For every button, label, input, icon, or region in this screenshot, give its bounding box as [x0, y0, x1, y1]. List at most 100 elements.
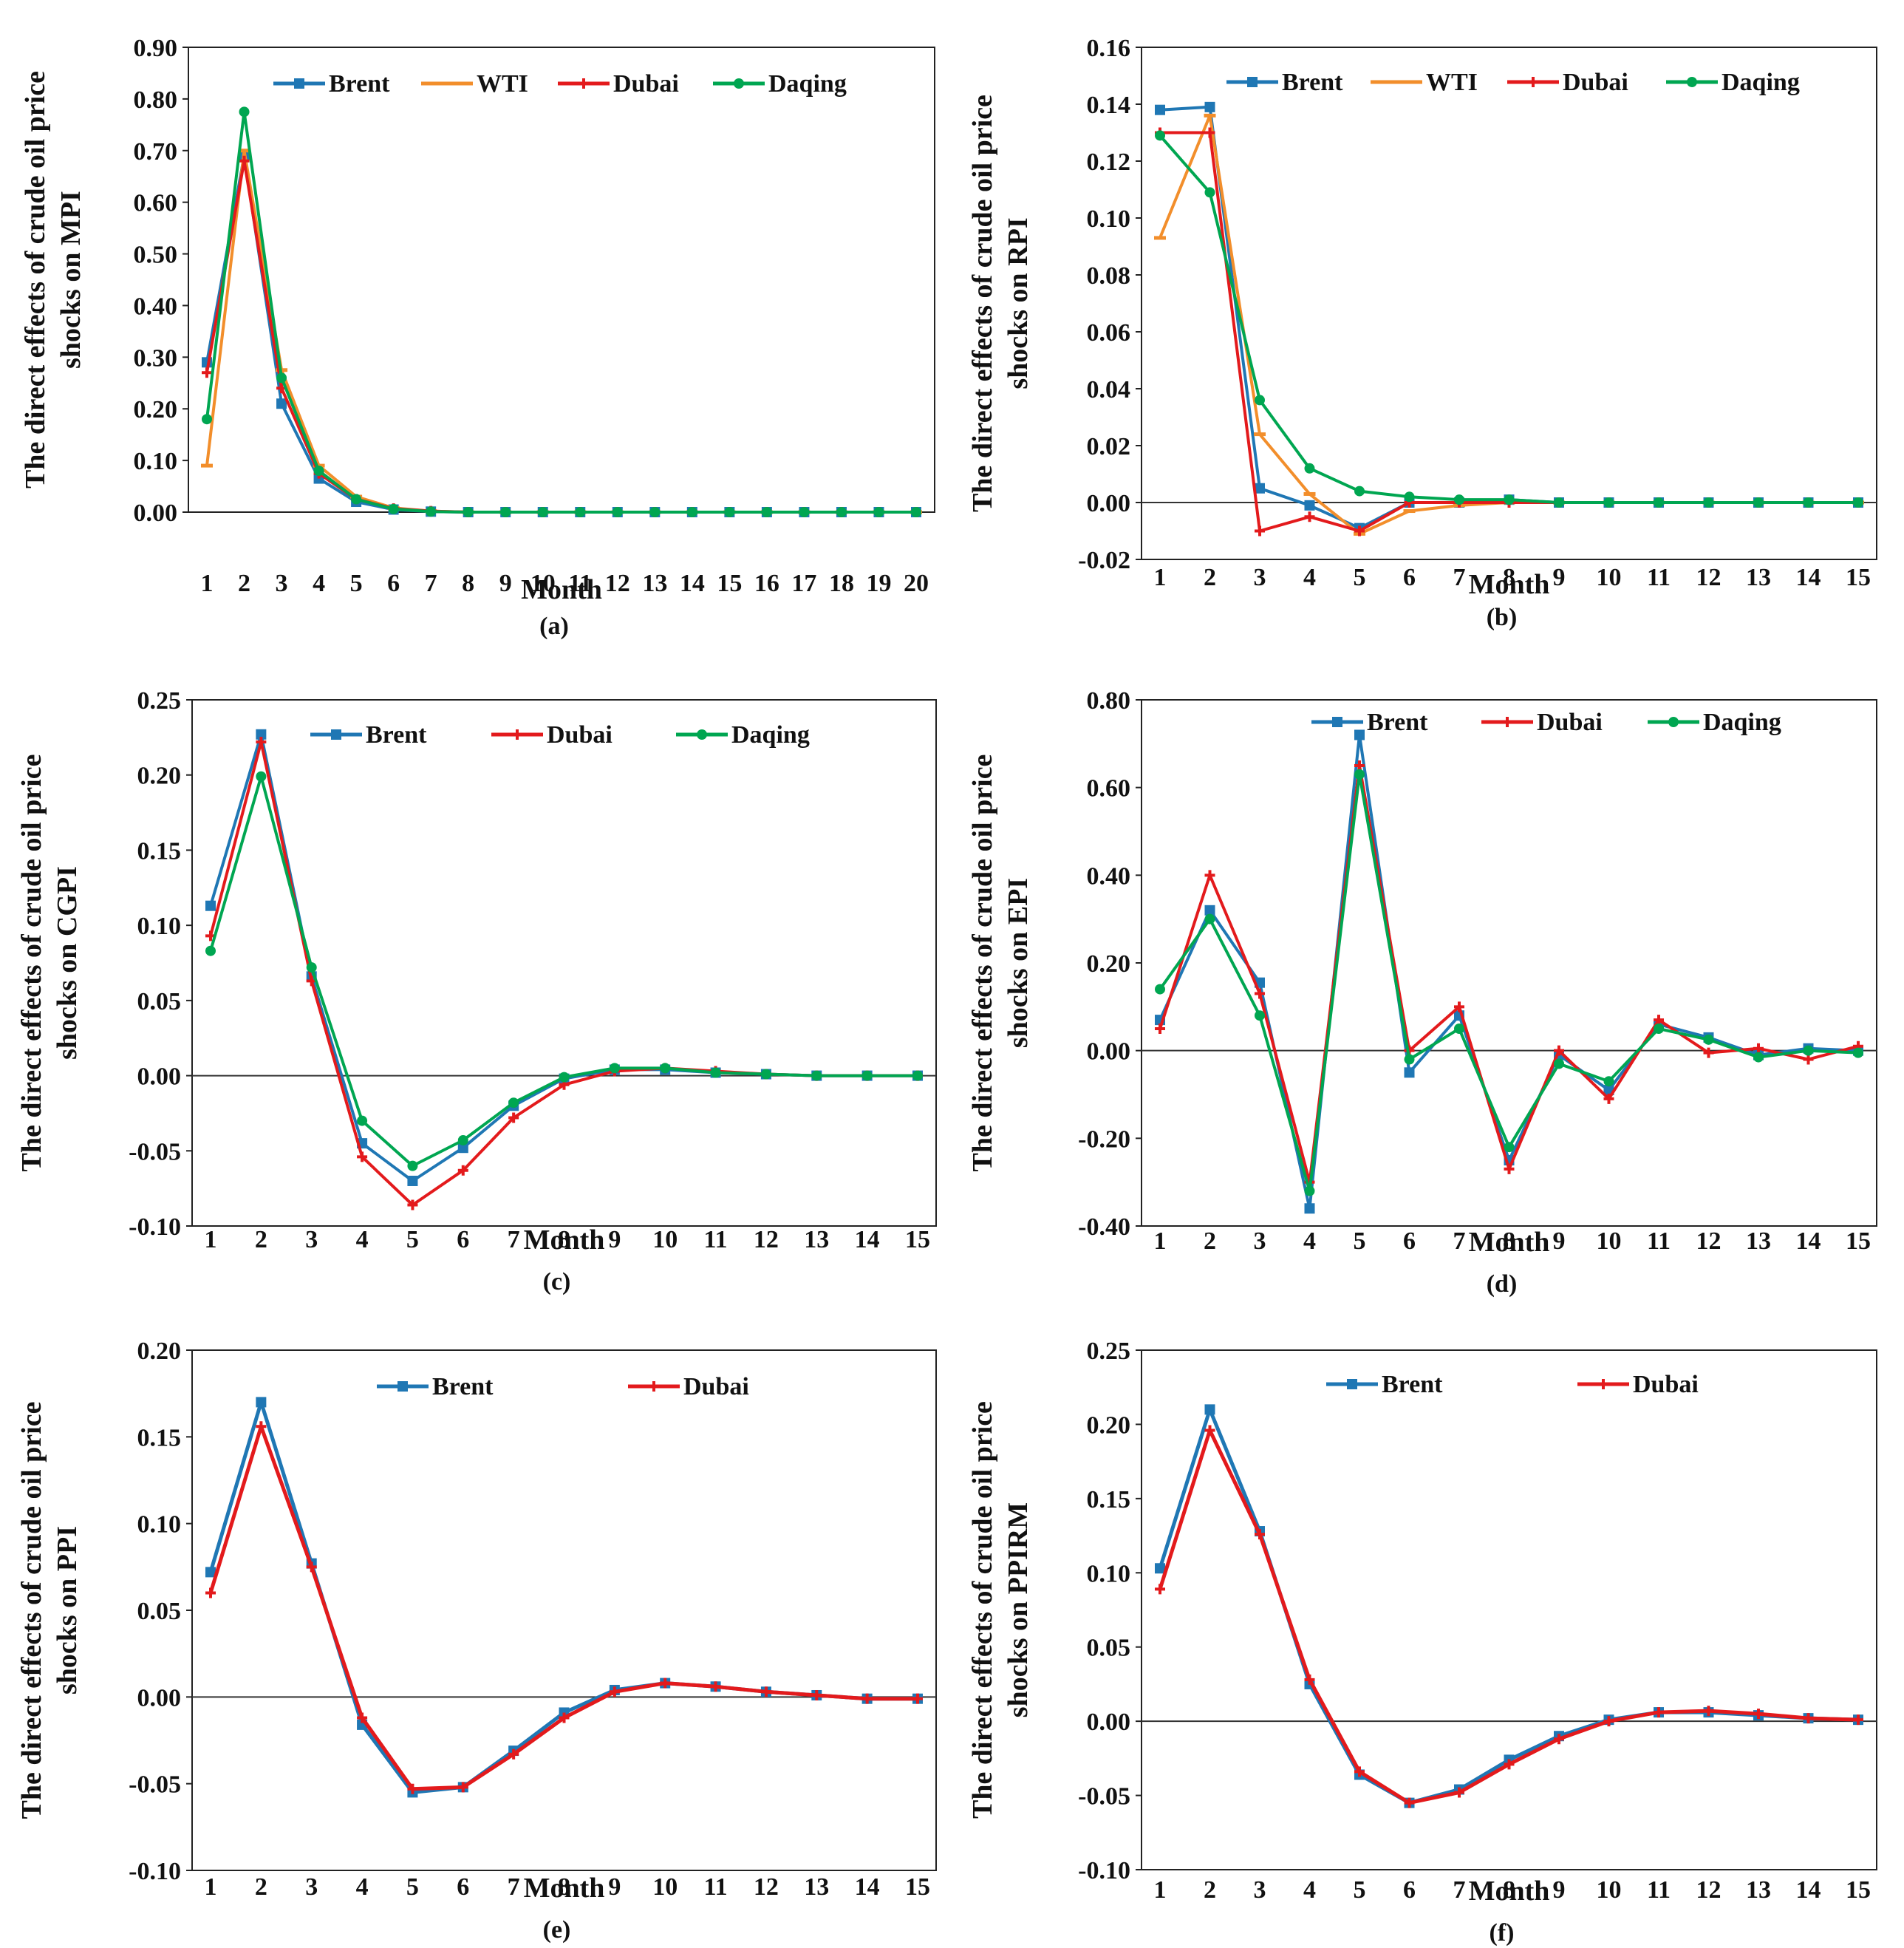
series-brent	[202, 150, 921, 517]
x-tick-label: 5	[406, 1873, 419, 1901]
data-point	[1155, 130, 1165, 141]
data-point	[457, 1782, 468, 1793]
y-tick-label: 0.25	[1087, 1338, 1131, 1365]
chart-panel-1: 0.00 0.10 0.20 0.30 0.40 0.50 0.60 0.70 0.80 0.90…	[20, 35, 935, 640]
data-point	[1554, 1058, 1564, 1069]
chart-panel-3: -0.10-0.050.000.050.100.150.200.251 2 3 4 5 6…	[16, 687, 937, 1295]
y-tick-label: 0.40	[1087, 862, 1131, 890]
x-tick-label: 7	[1453, 1876, 1466, 1904]
series-brent	[205, 729, 923, 1186]
x-tick-label: 2	[238, 570, 250, 597]
legend-marker	[579, 78, 589, 89]
legend-marker	[1347, 1379, 1357, 1389]
x-tick-label: 5	[1354, 564, 1366, 591]
data-point	[1703, 1047, 1714, 1058]
y-tick-label: 0.00	[137, 1684, 182, 1712]
data-point	[1204, 870, 1215, 881]
data-point	[256, 736, 267, 747]
x-tick-label: 4	[313, 570, 325, 597]
data-point	[1354, 769, 1365, 780]
y-tick-label: -0.10	[129, 1213, 181, 1241]
y-tick-label: 0.12	[1087, 149, 1131, 176]
data-point	[1204, 187, 1215, 198]
data-point	[575, 507, 586, 517]
data-point	[1654, 1024, 1664, 1034]
series-dubai	[1155, 760, 1863, 1188]
data-point	[1354, 760, 1365, 771]
legend-label: Brent	[1382, 1371, 1443, 1398]
data-point	[256, 1397, 267, 1408]
legend-label: Dubai	[1633, 1371, 1699, 1398]
legend-label: Dubai	[1563, 69, 1628, 96]
data-point	[710, 1067, 721, 1078]
data-point	[1853, 1047, 1863, 1058]
legend-marker	[512, 729, 522, 740]
data-point	[710, 1681, 721, 1692]
data-point	[306, 1562, 317, 1573]
data-point	[1753, 1043, 1764, 1054]
x-axis-title: Month	[1469, 1227, 1550, 1258]
legend-marker	[1502, 717, 1512, 727]
series-dubai	[205, 1421, 923, 1794]
x-tick-label: 13	[804, 1873, 829, 1901]
y-tick-label: 0.60	[134, 190, 178, 217]
data-point	[508, 1112, 519, 1123]
y-tick-label: 0.00	[134, 500, 178, 527]
plot-frame	[191, 699, 937, 1227]
series-line	[1160, 131, 1858, 533]
series-line	[205, 110, 916, 514]
data-point	[612, 507, 623, 517]
y-tick-label: 0.60	[1087, 775, 1131, 803]
series-line	[1159, 764, 1859, 1184]
plot-frame	[1141, 47, 1877, 560]
y-tick-label: 0.30	[134, 344, 178, 372]
y-tick-label: -0.10	[129, 1858, 181, 1885]
x-tick-label: 5	[406, 1226, 419, 1253]
y-tick-label: 0.05	[1087, 1635, 1131, 1662]
data-point	[1155, 104, 1165, 115]
y-tick-label: 0.10	[1087, 1560, 1131, 1587]
data-point	[1204, 127, 1215, 138]
data-point	[1504, 494, 1515, 505]
x-tick-label: 10	[652, 1226, 678, 1253]
series-brent	[205, 1397, 923, 1798]
data-point	[1654, 1707, 1664, 1718]
panel-label: (c)	[543, 1268, 571, 1295]
series-line	[208, 1424, 918, 1791]
data-point	[660, 1678, 671, 1689]
legend-label: Dubai	[613, 70, 679, 98]
legend-entry-dubai: Dubai	[558, 70, 679, 98]
data-point	[202, 367, 212, 378]
data-point	[1554, 1045, 1564, 1056]
data-point	[1654, 497, 1664, 508]
y-tick-label: 0.05	[137, 988, 182, 1015]
x-tick-label: 15	[905, 1873, 930, 1901]
data-point	[276, 398, 287, 409]
x-tick-label: 4	[356, 1226, 369, 1253]
x-tick-label: 16	[754, 570, 779, 597]
data-point	[205, 1567, 216, 1578]
series-line	[1159, 134, 1858, 504]
data-point	[724, 507, 735, 517]
plot-frame	[1141, 1349, 1877, 1870]
data-point	[1504, 1759, 1515, 1770]
data-point	[912, 1693, 923, 1704]
x-tick-label: 9	[499, 570, 512, 597]
x-tick-label: 14	[855, 1226, 880, 1253]
data-point	[1703, 1706, 1714, 1717]
y-tick-label: 0.80	[134, 86, 178, 114]
x-tick-label: 13	[804, 1226, 829, 1253]
series-daqing	[1155, 130, 1863, 508]
legend-marker	[1247, 77, 1258, 87]
legend-marker	[331, 729, 341, 740]
legend-marker	[294, 78, 304, 89]
data-point	[1304, 500, 1315, 511]
data-point	[761, 507, 772, 517]
x-tick-label: 3	[305, 1226, 318, 1253]
data-point	[1204, 913, 1215, 924]
data-point	[407, 1160, 418, 1171]
data-point	[1404, 491, 1415, 503]
x-tick-label: 13	[1746, 564, 1771, 591]
y-tick-label: -0.10	[1078, 1857, 1130, 1884]
x-tick-label: 4	[1303, 1876, 1316, 1904]
